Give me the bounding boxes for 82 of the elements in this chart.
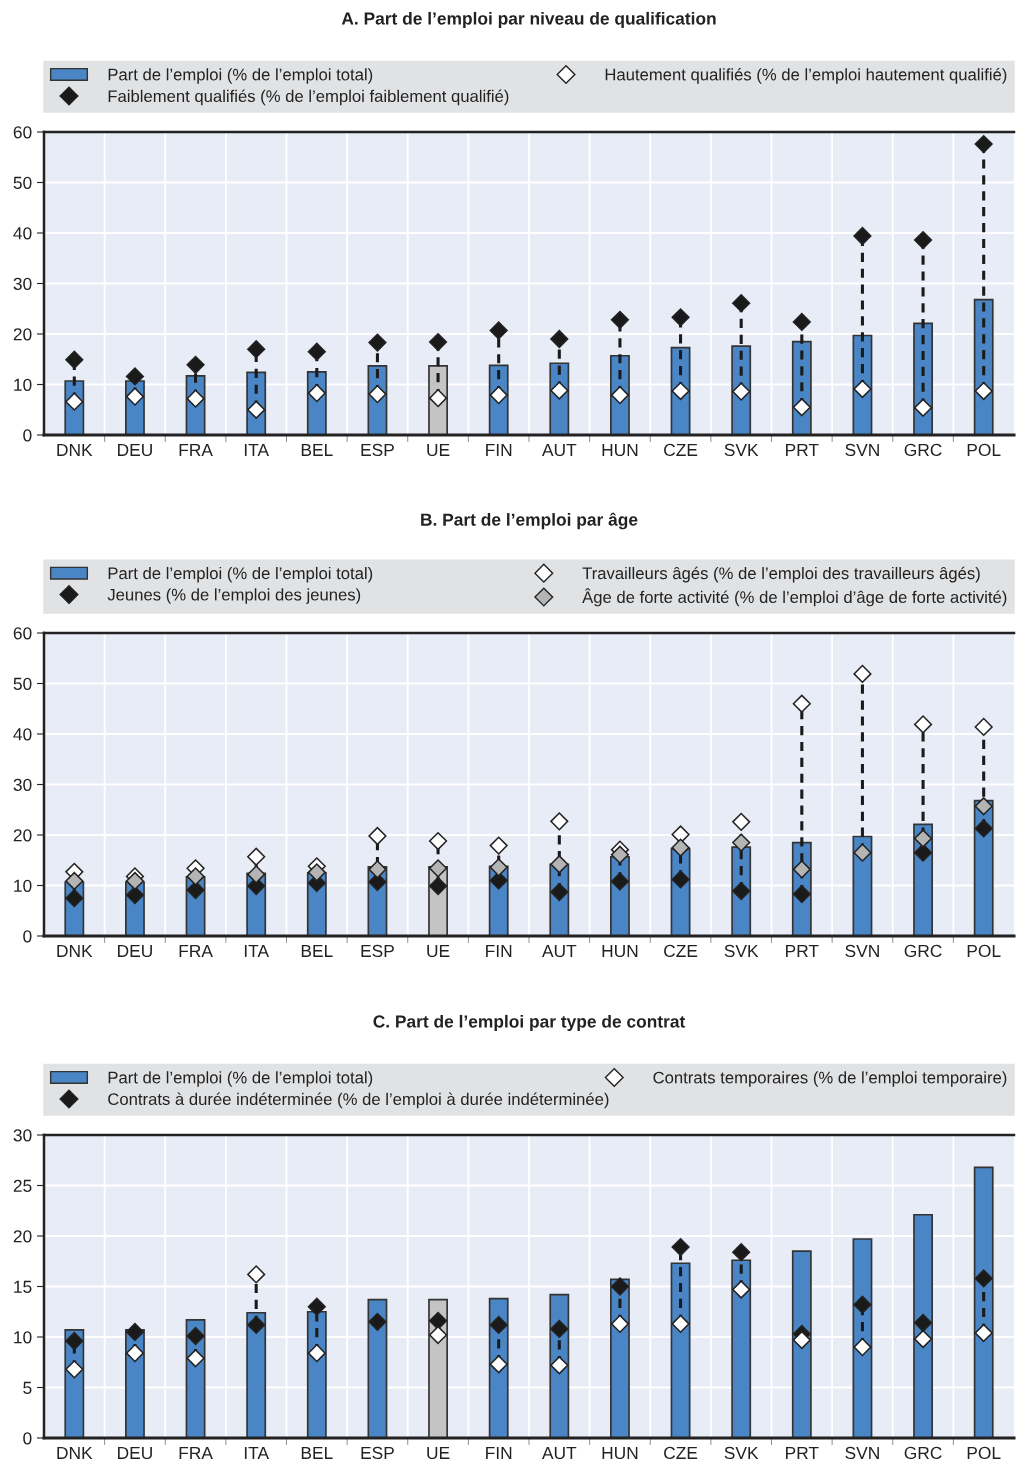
- x-tick-label: DEU: [118, 1446, 152, 1460]
- x-tick-label: POL: [967, 443, 1001, 457]
- x-tick-label: ESP: [361, 1446, 394, 1460]
- y-tick-label: 25: [13, 1179, 32, 1192]
- x-tick-label: SVN: [845, 944, 879, 958]
- y-tick-label: 30: [13, 778, 32, 791]
- x-tick-label: PRT: [786, 443, 819, 456]
- x-tick-label: FRA: [179, 944, 213, 957]
- x-tick-label: ESP: [361, 443, 394, 457]
- legend-label: Âge de forte activité (% de l’emploi d’âge de forte activité): [582, 588, 1007, 607]
- x-tick-label: DNK: [57, 1446, 93, 1459]
- x-tick-label: DNK: [57, 443, 93, 456]
- x-tick-label: HUN: [602, 944, 638, 958]
- legend-label: Part de l’emploi (% de l’emploi total): [108, 566, 373, 583]
- y-tick-label: 0: [23, 1432, 32, 1445]
- legend-label: Part de l’emploi (% de l’emploi total): [108, 1071, 373, 1087]
- x-tick-label: SVN: [845, 1446, 879, 1460]
- x-tick-label: FIN: [486, 944, 512, 957]
- x-tick-label: DEU: [118, 443, 152, 457]
- legend-label: Travailleurs âgés (% de l’emploi des travailleurs âgés): [582, 566, 980, 583]
- x-tick-label: ESP: [361, 944, 394, 958]
- legend-label: Contrats temporaires (% de l’emploi temporaire): [653, 1071, 1007, 1087]
- x-tick-label: SVN: [845, 443, 879, 457]
- legend-label: Part de l’emploi (% de l’emploi total): [108, 68, 373, 84]
- chart-title: C. Part de l’emploi par type de contrat: [373, 1014, 686, 1032]
- y-tick-label: 10: [14, 879, 32, 892]
- x-tick-label: ITA: [244, 443, 270, 456]
- x-tick-label: AUT: [541, 1446, 577, 1460]
- x-tick-label: SVK: [724, 1446, 759, 1460]
- legend-label: Contrats à durée indéterminée (% de l’emploi à durée indéterminée): [108, 1092, 609, 1109]
- x-tick-label: FIN: [486, 1446, 512, 1459]
- y-tick-label: 0: [23, 930, 32, 943]
- legend-label: Hautement qualifiés (% de l’emploi hautement qualifié): [605, 68, 1007, 84]
- x-tick-label: GRC: [904, 944, 942, 958]
- x-tick-label: CZE: [664, 944, 698, 958]
- legend-label: Faiblement qualifiés (% de l’emploi faiblement qualifié): [108, 89, 509, 106]
- y-tick-label: 5: [23, 1381, 32, 1394]
- x-tick-label: BEL: [301, 944, 333, 957]
- x-tick-label: DNK: [57, 944, 93, 957]
- x-tick-label: BEL: [301, 443, 333, 456]
- y-tick-label: 30: [13, 1129, 32, 1142]
- x-tick-label: UE: [427, 443, 450, 457]
- y-tick-label: 20: [13, 829, 32, 842]
- x-tick-label: POL: [967, 944, 1001, 958]
- y-tick-label: 40: [13, 728, 32, 741]
- y-tick-label: 0: [23, 429, 32, 442]
- x-tick-label: ITA: [244, 1446, 270, 1459]
- chart-title: A. Part de l’emploi par niveau de qualification: [341, 11, 716, 29]
- x-tick-label: POL: [967, 1446, 1001, 1460]
- x-tick-label: SVK: [724, 443, 759, 457]
- x-tick-label: FRA: [179, 443, 213, 456]
- x-tick-label: SVK: [724, 944, 759, 958]
- x-tick-label: PRT: [786, 944, 819, 957]
- x-tick-label: DEU: [118, 944, 152, 958]
- x-tick-label: ITA: [244, 944, 270, 957]
- x-tick-label: PRT: [786, 1446, 819, 1459]
- y-tick-label: 50: [13, 677, 32, 690]
- x-tick-label: BEL: [301, 1446, 333, 1459]
- y-tick-label: 20: [13, 328, 32, 341]
- y-tick-label: 20: [13, 1230, 32, 1243]
- y-tick-label: 60: [13, 627, 32, 640]
- x-tick-label: GRC: [904, 443, 942, 457]
- y-tick-label: 50: [13, 176, 32, 189]
- x-tick-label: CZE: [664, 1446, 698, 1460]
- x-tick-label: UE: [427, 944, 450, 958]
- y-tick-label: 60: [13, 126, 32, 139]
- y-tick-label: 15: [14, 1280, 32, 1293]
- x-tick-label: HUN: [602, 443, 638, 457]
- x-tick-label: UE: [427, 1446, 450, 1460]
- y-tick-label: 10: [14, 378, 32, 391]
- x-tick-label: AUT: [541, 944, 577, 958]
- y-tick-label: 40: [13, 227, 32, 240]
- chart-title: B. Part de l’emploi par âge: [421, 512, 638, 530]
- x-tick-label: FIN: [486, 443, 512, 456]
- legend-label: Jeunes (% de l’emploi des jeunes): [107, 588, 361, 604]
- y-tick-label: 10: [14, 1331, 32, 1344]
- x-tick-label: AUT: [541, 443, 577, 457]
- x-tick-label: GRC: [904, 1446, 942, 1460]
- x-tick-label: FRA: [179, 1446, 213, 1459]
- x-tick-label: CZE: [664, 443, 698, 457]
- x-tick-label: HUN: [602, 1446, 638, 1460]
- y-tick-label: 30: [13, 277, 32, 290]
